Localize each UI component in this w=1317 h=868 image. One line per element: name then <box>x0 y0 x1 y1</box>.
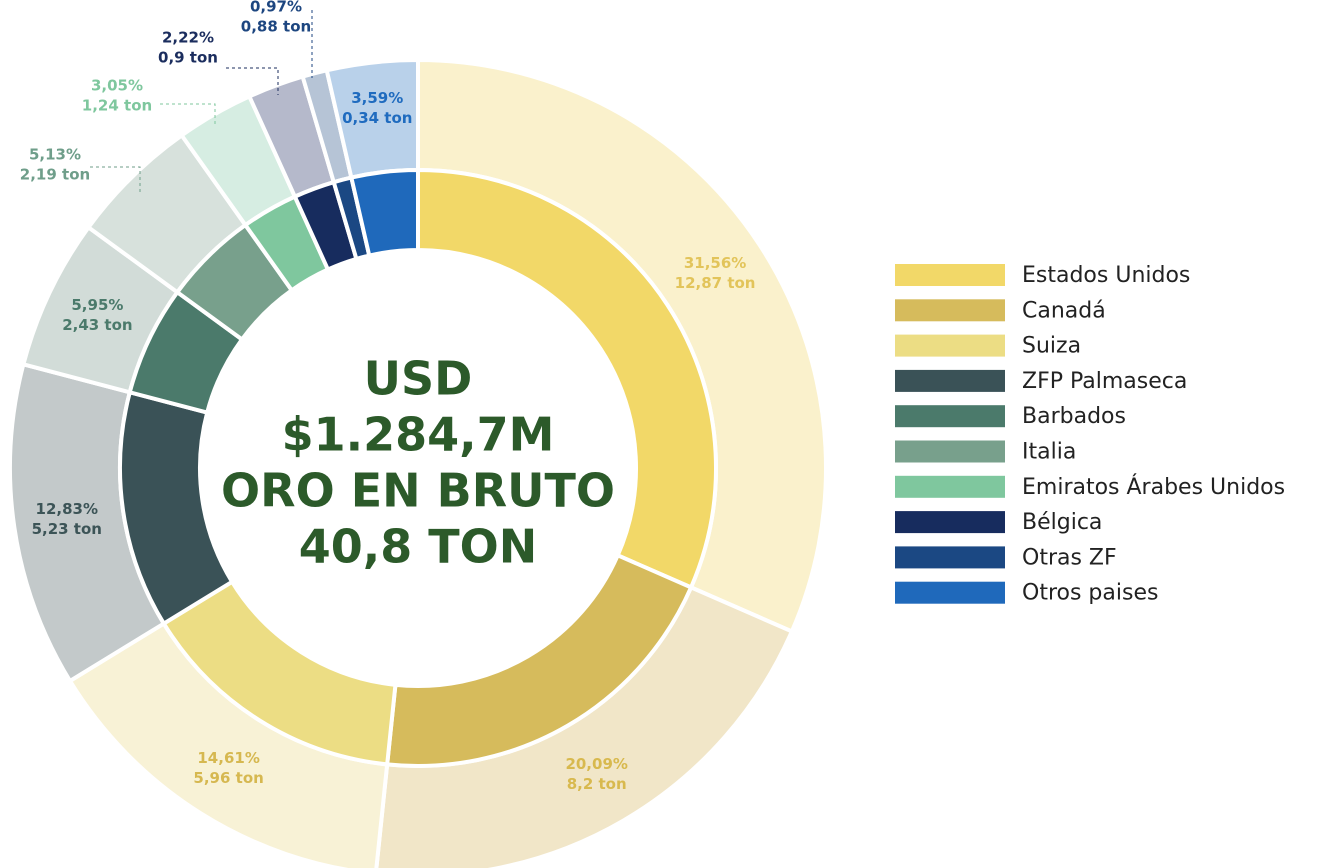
ton-label: 0,88 ton <box>241 18 311 36</box>
value-label: 5,13% <box>29 146 81 164</box>
rings <box>8 57 828 868</box>
inner-segment <box>348 167 420 258</box>
value-label: 14,61% <box>197 749 259 767</box>
legend-swatch <box>895 369 1005 392</box>
value-label: 3,05% <box>91 77 143 95</box>
ton-label: 2,43 ton <box>62 316 132 334</box>
inner-segment <box>416 167 718 591</box>
labels: 31,56% 12,87 ton 20,09% 8,2 ton 14,61% 5,96 t… <box>20 0 756 793</box>
legend-label: Estados Unidos <box>1022 263 1190 288</box>
value-label: 31,56% <box>684 254 746 272</box>
center-text: USD <box>364 352 473 406</box>
legend-swatch <box>895 475 1005 498</box>
ton-label: 0,9 ton <box>158 49 218 67</box>
ton-label: 5,23 ton <box>32 520 102 538</box>
value-label: 2,22% <box>162 29 214 47</box>
legend-label: Suiza <box>1022 334 1081 359</box>
ton-label: 2,19 ton <box>20 166 90 184</box>
legend-swatch <box>895 440 1005 463</box>
legend-swatch <box>895 299 1005 322</box>
leader-line <box>90 166 141 192</box>
center-text: ORO EN BRUTO <box>221 464 615 518</box>
legend-swatch <box>895 511 1005 534</box>
legend-label: ZFP Palmaseca <box>1022 369 1187 394</box>
center-text: $1.284,7M <box>282 408 555 462</box>
center-text: 40,8 TON <box>299 520 538 574</box>
legend-label: Italia <box>1022 440 1076 465</box>
ton-label: 5,96 ton <box>193 769 263 787</box>
leader-line <box>160 103 216 126</box>
ton-label: 12,87 ton <box>675 274 756 292</box>
legend-label: Barbados <box>1022 404 1126 429</box>
legend-swatch <box>895 405 1005 428</box>
value-label: 0,97% <box>250 0 302 16</box>
legend-label: Canadá <box>1022 298 1106 323</box>
ton-label: 1,24 ton <box>82 97 152 115</box>
legend-label: Emiratos Árabes Unidos <box>1022 474 1285 500</box>
legend-swatch <box>895 334 1005 357</box>
legend-label: Otras ZF <box>1022 545 1117 570</box>
value-label: 3,59% <box>351 89 403 107</box>
legend-swatch <box>895 546 1005 569</box>
ton-label: 8,2 ton <box>567 775 627 793</box>
value-label: 5,95% <box>71 296 123 314</box>
legend-swatch <box>895 581 1005 604</box>
legend: Estados Unidos Canadá Suiza ZFP Palmaseca Ba… <box>895 263 1285 606</box>
legend-label: Bélgica <box>1022 510 1102 535</box>
ton-label: 0,34 ton <box>342 109 412 127</box>
value-label: 20,09% <box>565 755 627 773</box>
legend-label: Otros paises <box>1022 581 1158 606</box>
legend-swatch <box>895 264 1005 286</box>
value-label: 12,83% <box>36 500 98 518</box>
